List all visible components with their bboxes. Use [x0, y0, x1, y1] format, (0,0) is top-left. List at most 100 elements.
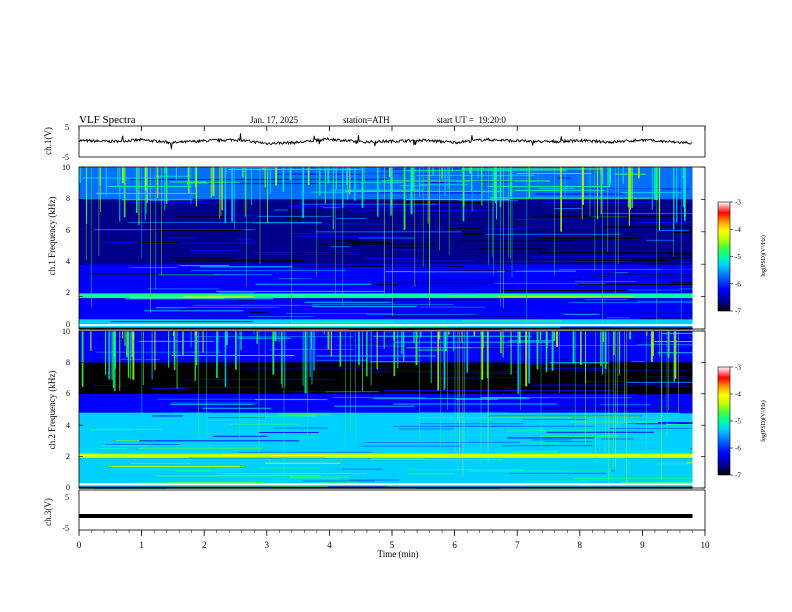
- spectrogram-streak: [181, 205, 202, 206]
- spectrogram-streak: [446, 221, 593, 223]
- spectrogram-no-data: [692, 167, 705, 329]
- spectrogram-streak: [515, 190, 605, 191]
- spectrogram-streak: [148, 444, 280, 446]
- spectrogram-streak: [487, 186, 610, 187]
- spectrogram-streak: [171, 355, 295, 356]
- spectrogram-streak: [516, 219, 564, 220]
- spectrogram-streak: [531, 255, 656, 257]
- spectrogram-impulse: [316, 167, 318, 277]
- spectrogram-sferic: [631, 167, 633, 208]
- ch1-waveform-panel: 5 -5 ch.1(V): [43, 123, 706, 162]
- ch2-ytick-4: 4: [66, 421, 70, 430]
- spectrogram-streak: [251, 252, 299, 254]
- spectrogram-streak: [273, 485, 349, 487]
- spectrogram-sferic: [144, 167, 146, 221]
- spectrogram-impulse: [350, 331, 351, 430]
- spectrogram-streak: [370, 441, 538, 443]
- spectrogram-sferic: [673, 331, 675, 382]
- spectrogram-streak: [213, 435, 268, 437]
- spectrogram-sferic: [274, 331, 277, 342]
- spectrogram-streak: [120, 358, 142, 360]
- spectrogram-streak: [475, 373, 512, 374]
- spectrogram-streak: [131, 202, 219, 204]
- spectrogram-sferic: [173, 331, 175, 356]
- spectrogram-streak: [501, 337, 664, 339]
- spectrogram-streak: [128, 221, 257, 223]
- spectrogram-streak: [348, 209, 496, 211]
- spectrogram-streak: [615, 272, 628, 273]
- spectrogram-streak: [507, 437, 595, 439]
- spectrogram-streak: [485, 233, 622, 235]
- spectrogram-streak: [516, 235, 532, 237]
- spectrogram-streak: [373, 335, 532, 337]
- spectrogram-impulse: [259, 167, 261, 265]
- spectrogram-impulse: [673, 167, 674, 257]
- spectrogram-sferic: [444, 167, 446, 196]
- spectrogram-streak: [161, 365, 208, 367]
- spectrogram-sferic: [448, 331, 450, 335]
- spectrogram-sferic: [493, 167, 496, 201]
- spectrogram-sferic: [144, 167, 147, 191]
- spectrogram-streak: [224, 405, 266, 407]
- spectrogram-sferic: [303, 167, 304, 193]
- spectrogram-sferic: [427, 167, 429, 224]
- spectrogram-streak: [480, 397, 550, 398]
- spectrogram-streak: [544, 441, 592, 443]
- spectrogram-impulse: [574, 331, 576, 427]
- spectrogram-impulse: [608, 331, 610, 486]
- spectrogram-streak: [462, 234, 485, 235]
- spectrogram-impulse: [626, 331, 628, 483]
- start-ut-label: start UT = 19:20:0: [437, 115, 506, 125]
- spectrogram-sferic: [629, 331, 632, 340]
- x-tick-label: 4: [327, 540, 332, 550]
- spectrogram-impulse: [585, 331, 586, 444]
- spectrogram-streak: [322, 401, 460, 403]
- spectrogram-streak: [656, 243, 693, 245]
- spectrogram-streak: [185, 379, 333, 381]
- spectrogram-streak: [265, 462, 341, 464]
- spectrogram-streak: [603, 227, 652, 229]
- spectrogram-streak: [597, 274, 693, 275]
- spectrogram-streak: [110, 321, 253, 323]
- spectrogram-sferic: [361, 167, 364, 209]
- spectrogram-streak: [377, 202, 486, 203]
- spectrogram-sferic: [469, 167, 471, 174]
- spectrogram-streak: [258, 215, 332, 217]
- spectrogram-streak: [372, 457, 425, 459]
- spectrogram-impulse: [429, 167, 430, 300]
- spectrogram-sferic: [281, 331, 283, 384]
- spectrogram-sferic: [336, 167, 337, 190]
- spectrogram-streak: [121, 199, 202, 201]
- spectrogram-impulse: [554, 167, 555, 274]
- spectrogram-streak: [187, 419, 329, 421]
- colorbar-tick-label: -5: [735, 253, 741, 261]
- spectrogram-streak: [157, 274, 245, 276]
- spectrogram-impulse: [155, 167, 157, 290]
- spectrogram-streak: [219, 167, 278, 168]
- spectrogram-sferic: [582, 167, 584, 205]
- spectrogram-streak: [601, 438, 635, 440]
- spectrogram-impulse: [510, 167, 511, 259]
- spectrogram-sferic: [253, 331, 255, 335]
- spectrogram-streak: [569, 369, 693, 371]
- x-tick-label: 3: [265, 540, 270, 550]
- spectrogram-streak: [287, 206, 436, 208]
- spectrogram-streak: [526, 397, 633, 399]
- spectrogram-sferic: [528, 331, 531, 384]
- spectrogram-sferic: [194, 331, 196, 381]
- spectrogram-streak: [91, 428, 162, 430]
- spectrogram-sferic: [146, 167, 148, 193]
- spectrogram-streak: [239, 305, 299, 306]
- ch2-spectrogram-frame: [78, 330, 706, 489]
- spectrogram-impulse: [90, 167, 92, 308]
- spectrogram-sferic: [100, 167, 101, 212]
- spectrogram-sferic: [224, 167, 227, 224]
- spectrogram-streak: [673, 232, 693, 233]
- spectrogram-streak: [419, 423, 524, 425]
- spectrogram-streak: [604, 226, 693, 228]
- spectrogram-streak: [165, 306, 280, 308]
- spectrogram-streak: [506, 348, 608, 350]
- spectrogram-streak: [102, 242, 138, 244]
- spectrogram-streak: [576, 347, 688, 348]
- spectrogram-streak: [226, 211, 284, 213]
